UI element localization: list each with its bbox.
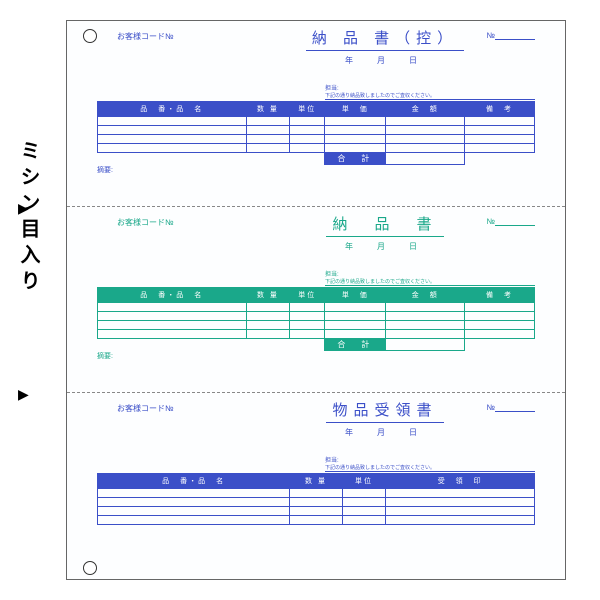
arrow-icon: ▶ xyxy=(18,386,29,403)
form-section: お客様コード№№納 品 書（控）年 月 日担当:下記の通り納品致しましたのでご査… xyxy=(67,21,565,207)
table-row xyxy=(98,507,535,516)
items-table: 品 番・品 名数 量単位単 価金 額備 考合 計 xyxy=(97,287,535,351)
table-row xyxy=(98,498,535,507)
table-row xyxy=(98,303,535,312)
date-row: 年 月 日 xyxy=(235,241,535,252)
table-row xyxy=(98,330,535,339)
date-row: 年 月 日 xyxy=(235,55,535,66)
section-title: 納 品 書（控） xyxy=(306,27,464,51)
customer-code-label: お客様コード№ xyxy=(117,31,174,42)
table-row xyxy=(98,144,535,153)
form-section: お客様コード№№物品受領書年 月 日担当:下記の通り納品致しましたのでご査収くだ… xyxy=(67,393,565,579)
customer-code-label: お客様コード№ xyxy=(117,217,174,228)
section-header: 納 品 書（控） 年 月 日 xyxy=(235,27,535,66)
section-title: 物品受領書 xyxy=(326,399,443,423)
customer-code-label: お客様コード№ xyxy=(117,403,174,414)
items-table: 品 番・品 名数 量単位単 価金 額備 考合 計 xyxy=(97,101,535,165)
table-row xyxy=(98,117,535,126)
note-line: 担当:下記の通り納品致しましたのでご査収ください。 xyxy=(325,455,535,472)
section-title: 納 品 書 xyxy=(326,213,443,237)
items-table: 品 番・品 名数 量単位受 領 印 xyxy=(97,473,535,525)
table-header-cell: 金 額 xyxy=(386,102,465,117)
section-header: 物品受領書年 月 日 xyxy=(235,399,535,438)
table-header-cell: 品 番・品 名 xyxy=(98,288,247,303)
total-row: 合 計 xyxy=(98,339,535,351)
note-line: 担当:下記の通り納品致しましたのでご査収ください。 xyxy=(325,83,535,100)
table-row xyxy=(98,516,535,525)
table-header-cell: 備 考 xyxy=(465,102,535,117)
table-header-cell: 単位 xyxy=(290,288,325,303)
table-header-cell: 単 価 xyxy=(325,102,386,117)
table-header-cell: 金 額 xyxy=(386,288,465,303)
table-header-cell: 備 考 xyxy=(465,288,535,303)
note-line: 担当:下記の通り納品致しましたのでご査収ください。 xyxy=(325,269,535,286)
summary-label: 摘要: xyxy=(97,351,113,361)
table-header-cell: 受 領 印 xyxy=(386,474,535,489)
perforation-label: ミシン目入り xyxy=(14,140,43,296)
table-header-cell: 数 量 xyxy=(246,102,290,117)
table-header-cell: 品 番・品 名 xyxy=(98,474,290,489)
table-row xyxy=(98,126,535,135)
table-header-cell: 品 番・品 名 xyxy=(98,102,247,117)
table-row xyxy=(98,135,535,144)
table-header-cell: 単位 xyxy=(342,474,386,489)
table-header-cell: 数 量 xyxy=(290,474,342,489)
table-row xyxy=(98,489,535,498)
table-row xyxy=(98,312,535,321)
arrow-icon: ▶ xyxy=(18,200,29,217)
table-row xyxy=(98,321,535,330)
section-header: 納 品 書年 月 日 xyxy=(235,213,535,252)
total-row: 合 計 xyxy=(98,153,535,165)
table-header-cell: 単 価 xyxy=(325,288,386,303)
date-row: 年 月 日 xyxy=(235,427,535,438)
table-header-cell: 単位 xyxy=(290,102,325,117)
form-section: お客様コード№№納 品 書年 月 日担当:下記の通り納品致しましたのでご査収くだ… xyxy=(67,207,565,393)
summary-label: 摘要: xyxy=(97,165,113,175)
total-label-cell: 合 計 xyxy=(325,339,386,351)
table-header-cell: 数 量 xyxy=(246,288,290,303)
form-sheet: お客様コード№№納 品 書（控）年 月 日担当:下記の通り納品致しましたのでご査… xyxy=(66,20,566,580)
total-label-cell: 合 計 xyxy=(325,153,386,165)
